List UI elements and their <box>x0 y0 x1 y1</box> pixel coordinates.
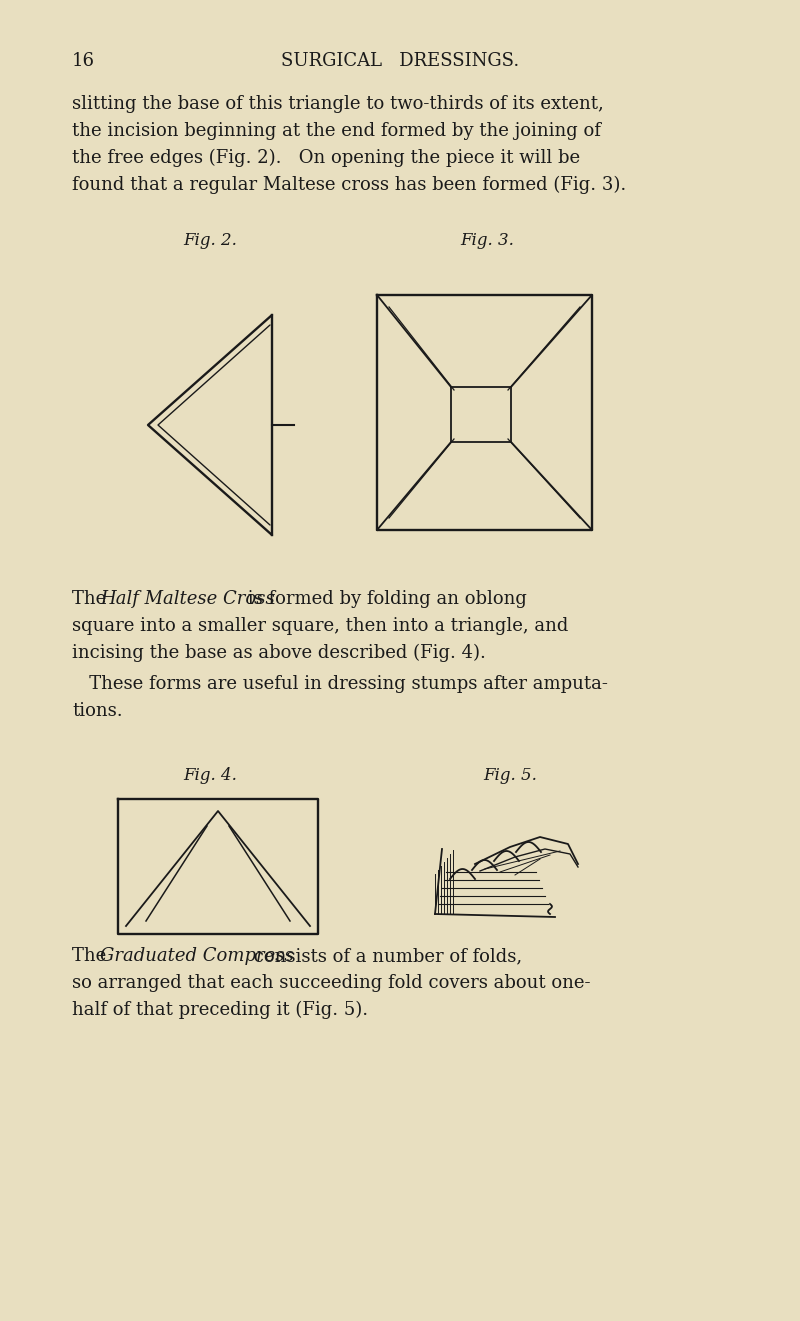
Text: square into a smaller square, then into a triangle, and: square into a smaller square, then into … <box>72 617 568 635</box>
Text: half of that preceding it (Fig. 5).: half of that preceding it (Fig. 5). <box>72 1001 368 1020</box>
Text: the free edges (Fig. 2).   On opening the piece it will be: the free edges (Fig. 2). On opening the … <box>72 149 580 168</box>
Text: slitting the base of this triangle to two-thirds of its extent,: slitting the base of this triangle to tw… <box>72 95 604 114</box>
Text: Fig. 2.: Fig. 2. <box>183 232 237 248</box>
Text: consists of a number of folds,: consists of a number of folds, <box>248 947 522 966</box>
Text: the incision beginning at the end formed by the joining of: the incision beginning at the end formed… <box>72 122 601 140</box>
Text: The: The <box>72 590 112 608</box>
Text: Fig. 3.: Fig. 3. <box>460 232 514 248</box>
Text: SURGICAL   DRESSINGS.: SURGICAL DRESSINGS. <box>281 52 519 70</box>
Text: 16: 16 <box>72 52 95 70</box>
Text: The: The <box>72 947 112 966</box>
Text: incising the base as above described (Fig. 4).: incising the base as above described (Fi… <box>72 645 486 662</box>
Text: Graduated Compress: Graduated Compress <box>100 947 294 966</box>
Text: found that a regular Maltese cross has been formed (Fig. 3).: found that a regular Maltese cross has b… <box>72 176 626 194</box>
Text: is formed by folding an oblong: is formed by folding an oblong <box>242 590 527 608</box>
Text: Fig. 4.: Fig. 4. <box>183 768 237 783</box>
Text: so arranged that each succeeding fold covers about one-: so arranged that each succeeding fold co… <box>72 974 590 992</box>
Text: These forms are useful in dressing stumps after amputa-: These forms are useful in dressing stump… <box>72 675 608 694</box>
Text: Half Maltese Cross: Half Maltese Cross <box>100 590 274 608</box>
Text: tions.: tions. <box>72 701 122 720</box>
Text: Fig. 5.: Fig. 5. <box>483 768 537 783</box>
